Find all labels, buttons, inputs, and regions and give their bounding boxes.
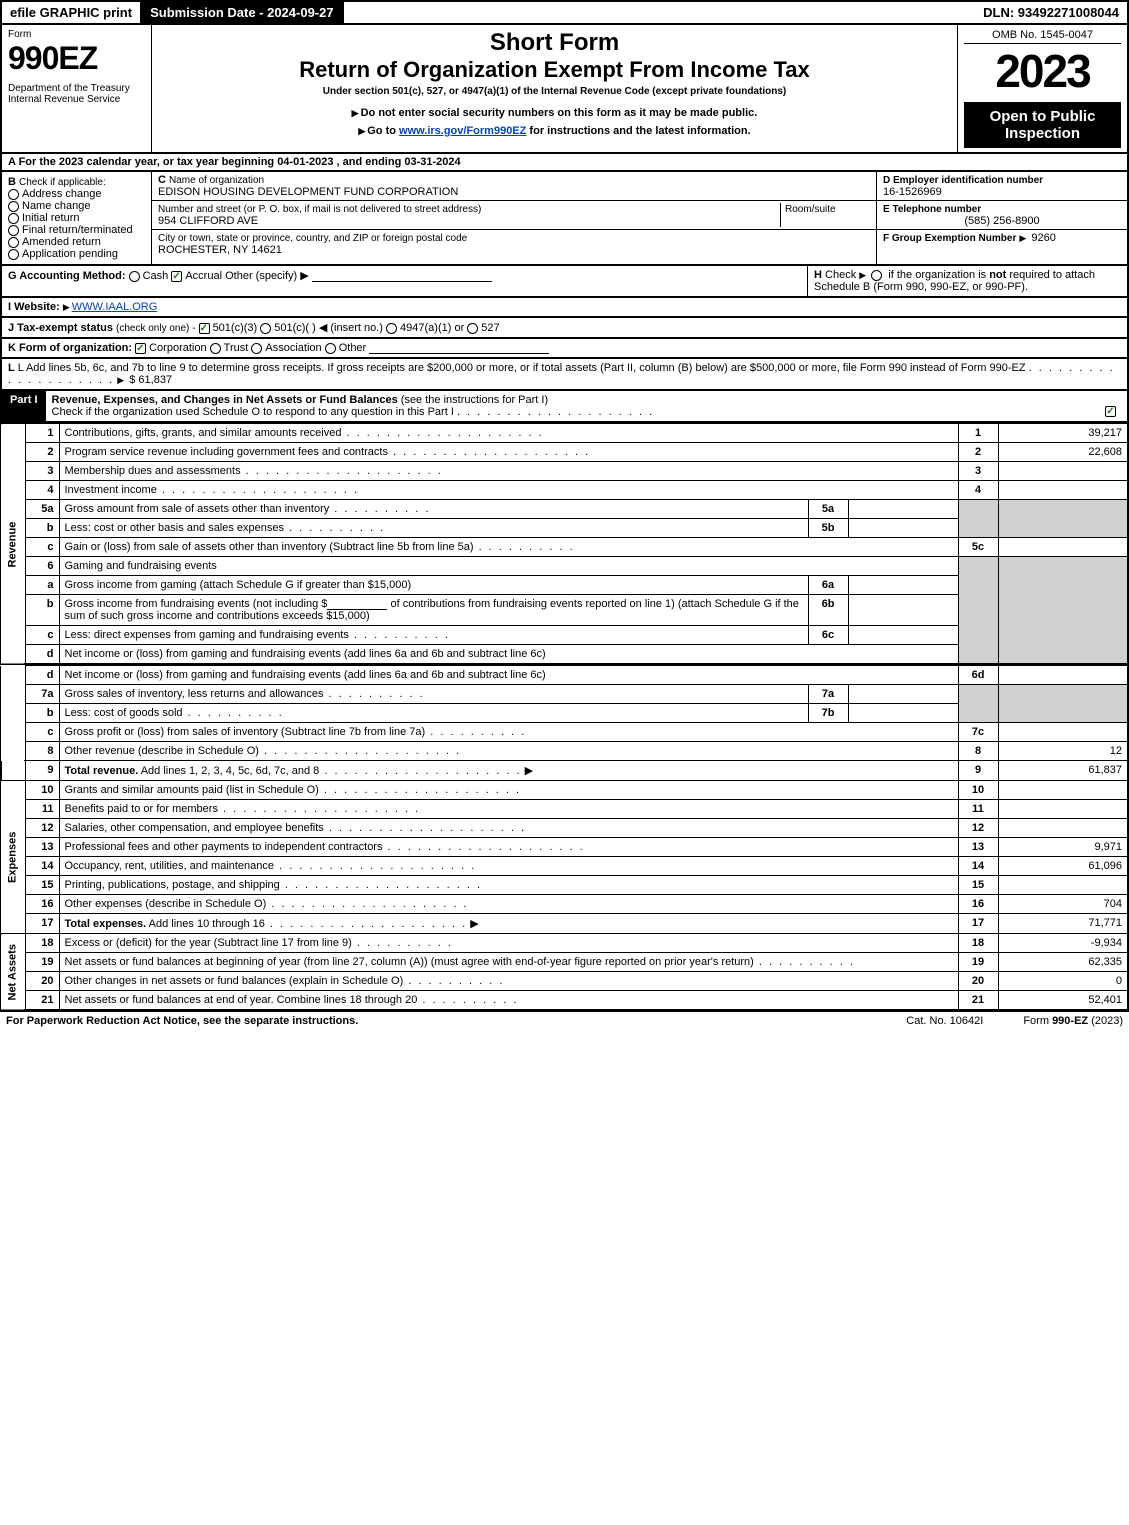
chk-sched-b[interactable]: [871, 270, 882, 281]
row-i: I Website: WWW.IAAL.ORG: [0, 298, 1129, 318]
amt-1: 39,217: [998, 424, 1128, 443]
form-header: Form 990EZ Department of the Treasury In…: [0, 25, 1129, 154]
chk-501c3[interactable]: [199, 323, 210, 334]
chk-527[interactable]: [467, 323, 478, 334]
dept-label: Department of the Treasury: [8, 83, 145, 94]
chk-accrual[interactable]: [171, 271, 182, 282]
goto-line: Go to www.irs.gov/Form990EZ for instruct…: [158, 125, 951, 137]
chk-application-pending[interactable]: [8, 249, 19, 260]
row-j: J Tax-exempt status (check only one) - 5…: [0, 318, 1129, 339]
form-ref: Form 990-EZ (2023): [1023, 1015, 1123, 1027]
chk-4947[interactable]: [386, 323, 397, 334]
group-exemption: 9260: [1031, 232, 1055, 244]
info-grid: B Check if applicable: Address change Na…: [0, 172, 1129, 266]
row-g-h: G Accounting Method: Cash Accrual Other …: [0, 266, 1129, 298]
website-link[interactable]: WWW.IAAL.ORG: [72, 301, 158, 313]
ein: 16-1526969: [883, 186, 942, 198]
phone: (585) 256-8900: [883, 215, 1121, 227]
chk-other-org[interactable]: [325, 343, 336, 354]
gross-receipts: $ 61,837: [129, 374, 172, 386]
fundraising-amount[interactable]: [327, 598, 387, 610]
chk-name-change[interactable]: [8, 201, 19, 212]
chk-amended-return[interactable]: [8, 237, 19, 248]
chk-501c[interactable]: [260, 323, 271, 334]
expenses-label: Expenses: [1, 781, 25, 934]
paperwork-notice: For Paperwork Reduction Act Notice, see …: [6, 1015, 358, 1027]
amt-17: 71,771: [998, 914, 1128, 934]
amt-20: 0: [998, 972, 1128, 991]
chk-association[interactable]: [251, 343, 262, 354]
org-city: ROCHESTER, NY 14621: [158, 244, 282, 256]
lines-table: Revenue 1 Contributions, gifts, grants, …: [0, 423, 1129, 665]
submission-date: Submission Date - 2024-09-27: [142, 2, 344, 23]
form-word: Form: [8, 29, 145, 40]
part1-label: Part I: [2, 391, 46, 421]
revenue-label: Revenue: [1, 424, 25, 665]
ssn-warning: Do not enter social security numbers on …: [158, 107, 951, 119]
amt-21: 52,401: [998, 991, 1128, 1011]
chk-cash[interactable]: [129, 271, 140, 282]
dln-label: DLN: 93492271008044: [975, 2, 1127, 23]
amt-2: 22,608: [998, 443, 1128, 462]
chk-trust[interactable]: [210, 343, 221, 354]
chk-final-return[interactable]: [8, 225, 19, 236]
amt-19: 62,335: [998, 953, 1128, 972]
amt-18: -9,934: [998, 934, 1128, 953]
chk-initial-return[interactable]: [8, 213, 19, 224]
row-k: K Form of organization: Corporation Trus…: [0, 339, 1129, 359]
other-org-field[interactable]: [369, 342, 549, 354]
cat-no: Cat. No. 10642I: [906, 1015, 983, 1027]
efile-label[interactable]: efile GRAPHIC print: [2, 2, 142, 23]
open-public-badge: Open to Public Inspection: [964, 102, 1121, 148]
footer: For Paperwork Reduction Act Notice, see …: [0, 1011, 1129, 1030]
amt-14: 61,096: [998, 857, 1128, 876]
other-specify-field[interactable]: [312, 270, 492, 282]
chk-corporation[interactable]: [135, 343, 146, 354]
omb-number: OMB No. 1545-0047: [964, 29, 1121, 44]
chk-address-change[interactable]: [8, 189, 19, 200]
amt-9: 61,837: [998, 761, 1128, 781]
irs-link[interactable]: www.irs.gov/Form990EZ: [399, 125, 526, 137]
irs-label: Internal Revenue Service: [8, 94, 145, 105]
amt-8: 12: [998, 742, 1128, 761]
amt-13: 9,971: [998, 838, 1128, 857]
form-number: 990EZ: [8, 40, 145, 77]
subtitle: Under section 501(c), 527, or 4947(a)(1)…: [158, 86, 951, 97]
org-name: EDISON HOUSING DEVELOPMENT FUND CORPORAT…: [158, 186, 458, 198]
amt-16: 704: [998, 895, 1128, 914]
b-label: B: [8, 176, 16, 188]
row-l: L L Add lines 5b, 6c, and 7b to line 9 t…: [0, 359, 1129, 391]
lines-table-2: d Net income or (loss) from gaming and f…: [0, 665, 1129, 1011]
tax-year: 2023: [964, 44, 1121, 98]
return-title: Return of Organization Exempt From Incom…: [158, 57, 951, 83]
short-form-title: Short Form: [158, 29, 951, 57]
section-a: A For the 2023 calendar year, or tax yea…: [0, 154, 1129, 172]
netassets-label: Net Assets: [1, 934, 25, 1011]
top-bar: efile GRAPHIC print Submission Date - 20…: [0, 0, 1129, 25]
chk-schedule-o[interactable]: [1105, 406, 1116, 417]
org-address: 954 CLIFFORD AVE: [158, 215, 258, 227]
part1-header: Part I Revenue, Expenses, and Changes in…: [0, 391, 1129, 423]
